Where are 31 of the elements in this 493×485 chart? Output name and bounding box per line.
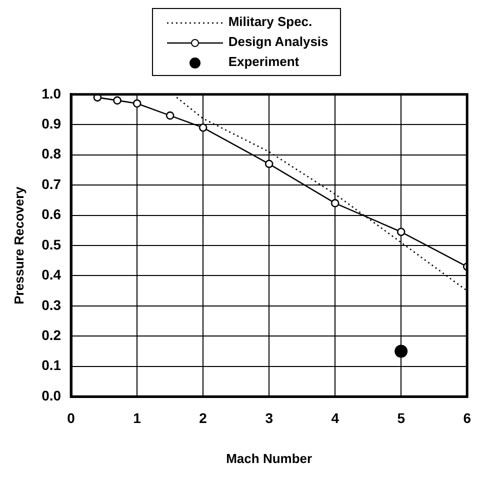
y-tick-label: 0.6	[42, 206, 62, 222]
y-tick-label: 0.8	[42, 146, 62, 162]
legend-label: Military Spec.	[228, 14, 312, 29]
point	[132, 99, 142, 108]
legend-label: Experiment	[228, 54, 300, 69]
x-tick-label: 2	[199, 410, 208, 426]
x-tick-label: 4	[331, 410, 340, 426]
x-tick-label: 6	[463, 410, 472, 426]
y-tick-label: 0.2	[42, 327, 62, 344]
y-tick-label: 0.4	[42, 266, 62, 283]
point	[113, 96, 122, 105]
y-tick-label: 1.0	[42, 85, 62, 102]
x-tick-label: 0	[67, 410, 76, 426]
legend-label: Design Analysis	[228, 34, 328, 49]
y-tick-label: 0.5	[42, 236, 62, 252]
y-tick-label: 0.3	[42, 296, 62, 313]
point	[394, 344, 408, 358]
y-tick-label: 0.7	[42, 176, 62, 192]
y-tick-label: 0.0	[42, 387, 62, 404]
point	[330, 199, 340, 208]
point	[264, 160, 274, 168]
x-axis-title: Mach Number	[226, 450, 312, 466]
x-tick-label: 5	[397, 410, 406, 426]
point	[396, 228, 406, 236]
y-tick-label: 0.1	[42, 357, 62, 374]
point	[166, 111, 174, 120]
x-tick-label: 3	[265, 410, 274, 426]
y-axis-title: Pressure Recovery	[11, 186, 26, 304]
point	[198, 123, 208, 132]
x-tick-label: 1	[133, 410, 142, 426]
y-tick-label: 0.9	[42, 115, 62, 132]
